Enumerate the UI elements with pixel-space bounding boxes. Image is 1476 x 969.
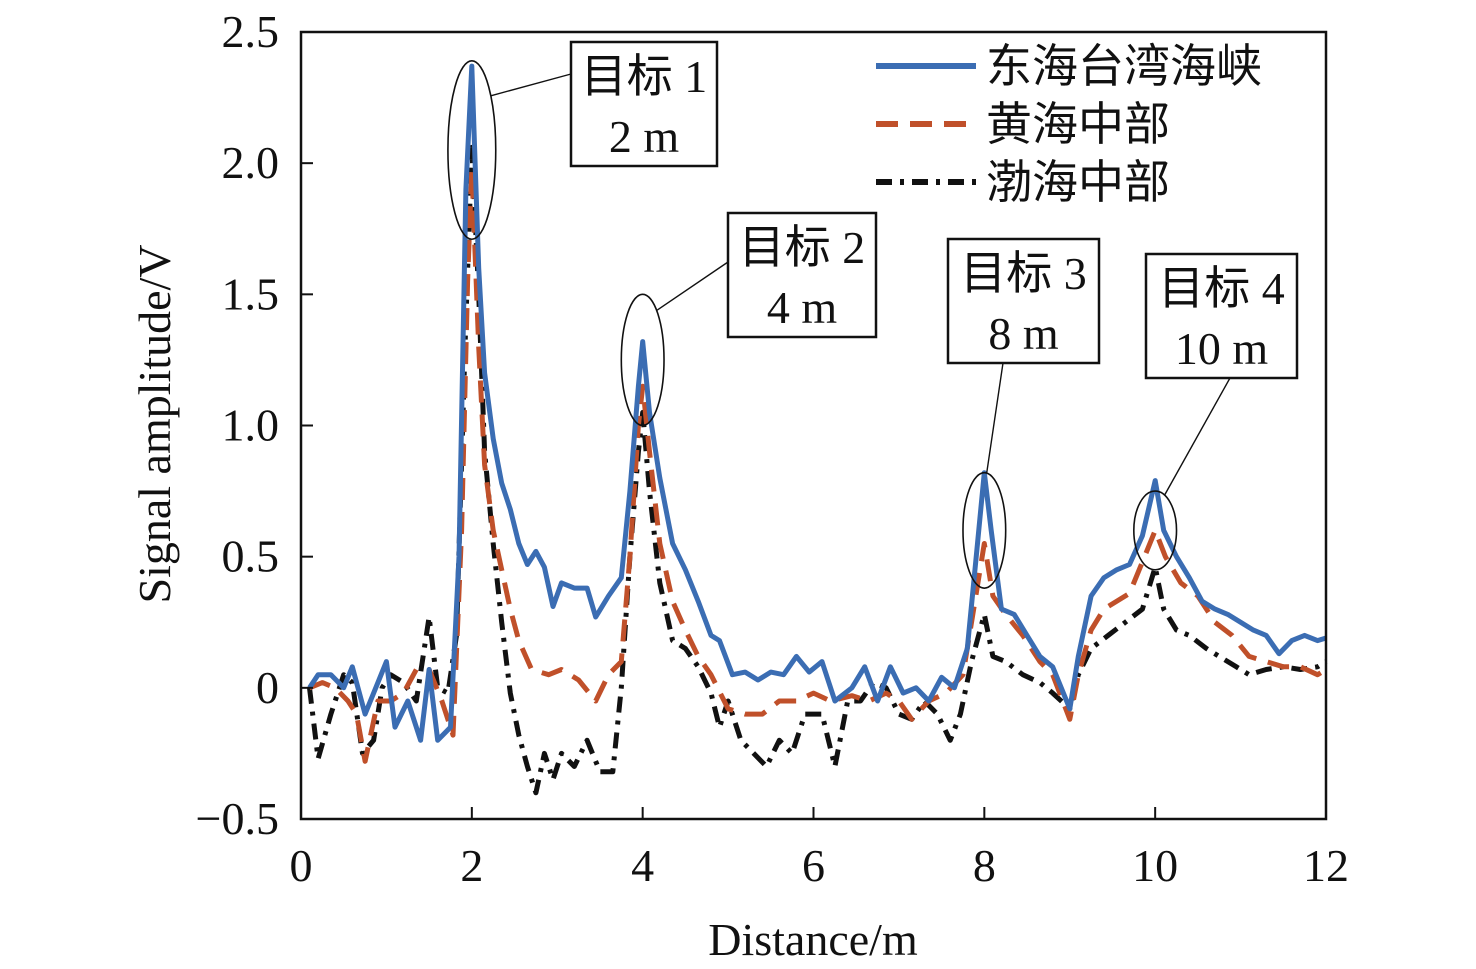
target-label-line2: 4 m [767, 282, 838, 333]
target-label-line1: 目标 1 [581, 51, 708, 102]
legend-label-3: 渤海中部 [986, 157, 1170, 208]
plot-area [307, 63, 1328, 796]
x-tick-label: 4 [631, 840, 654, 891]
series-line-1 [307, 63, 1327, 743]
y-tick-label: 0 [256, 662, 279, 713]
y-tick-label: 1.0 [222, 400, 280, 451]
y-tick-label: 1.5 [222, 268, 280, 319]
leader-line-4 [1163, 377, 1231, 496]
legend-label-2: 黄海中部 [986, 99, 1170, 150]
x-tick-label: 10 [1132, 840, 1178, 891]
x-tick-label: 12 [1303, 840, 1349, 891]
x-tick-label: 6 [802, 840, 825, 891]
target-circle-2 [620, 293, 665, 427]
y-tick-label: −0.5 [196, 793, 279, 844]
x-tick-label: 8 [973, 840, 996, 891]
leader-line-1 [490, 73, 572, 97]
target-circle-3 [962, 471, 1007, 589]
x-tick-label: 0 [290, 840, 313, 891]
x-tick-label: 2 [460, 840, 483, 891]
axes: 0 2 4 6 8 10 12−0.500.51.01.52.02.5 [196, 6, 1349, 891]
y-tick-label: 2.5 [222, 6, 280, 57]
x-axis-label: Distance/m [708, 914, 918, 965]
target-label-line1: 目标 4 [1158, 263, 1285, 314]
leader-line-2 [656, 261, 729, 312]
target-label-box-3 [946, 237, 1101, 365]
series-line-3 [307, 144, 1328, 796]
target-annotations: 目标 1 2 m 目标 2 4 m 目标 3 8 m 目标 4 10 m [447, 40, 1299, 589]
y-tick-label: 2.0 [222, 137, 280, 188]
target-label-line2: 8 m [988, 308, 1059, 359]
target-label-box-4 [1144, 252, 1299, 380]
target-circle-4 [1133, 490, 1178, 571]
target-label-line2: 2 m [609, 111, 680, 162]
y-axis-label: Signal amplitude/V [129, 244, 180, 603]
target-circle-1 [447, 60, 497, 241]
target-label-line2: 10 m [1175, 323, 1269, 374]
target-label-box-2 [726, 211, 878, 339]
legend-label-1: 东海台湾海峡 [986, 41, 1262, 92]
leader-line-3 [986, 362, 1004, 474]
target-label-box-1 [569, 40, 719, 168]
y-tick-label: 0.5 [222, 531, 280, 582]
target-label-line1: 目标 3 [960, 248, 1087, 299]
target-label-line1: 目标 2 [739, 222, 866, 273]
